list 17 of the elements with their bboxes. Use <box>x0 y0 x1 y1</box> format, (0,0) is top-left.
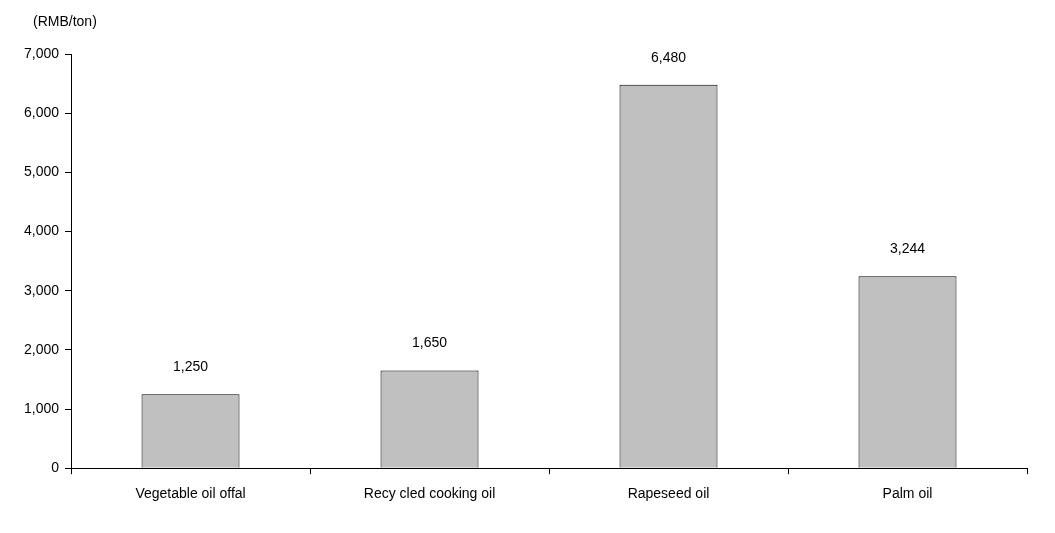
x-tick-label: Recy cled cooking oil <box>363 485 496 502</box>
y-tick-label: 1,000 <box>23 399 60 416</box>
data-label: 6,480 <box>650 48 687 65</box>
y-tick-label: 2,000 <box>23 340 60 357</box>
y-tick-label: 0 <box>51 459 60 476</box>
data-label: 1,650 <box>412 334 448 351</box>
y-axis-title: (RMB/ton) <box>33 12 97 29</box>
y-tick-label: 6,000 <box>23 104 60 121</box>
y-tick-label: 4,000 <box>23 222 60 239</box>
y-tick-label: 3,000 <box>23 281 60 298</box>
x-tick-label: Rapeseed oil <box>627 485 710 502</box>
y-tick-label: 5,000 <box>23 163 60 180</box>
y-tick-label: 7,000 <box>23 44 60 61</box>
data-label: 3,244 <box>889 240 926 257</box>
x-tick-label: Palm oil <box>882 485 933 502</box>
data-label: 1,250 <box>173 358 209 375</box>
x-tick-label: Vegetable oil offal <box>135 485 246 502</box>
